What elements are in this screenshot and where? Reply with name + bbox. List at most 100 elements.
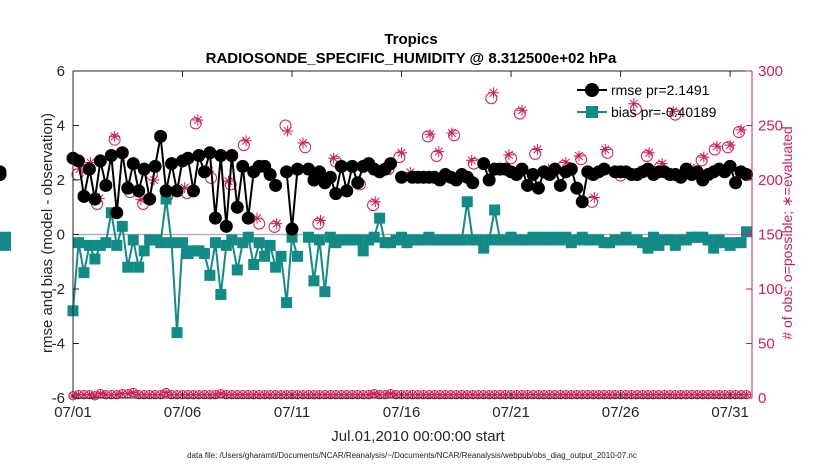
y-tick-label-left: -4 [52,336,65,353]
obs-evaluated-marker [282,390,291,399]
obs-evaluated-marker [649,390,658,399]
obs-possible-marker [575,153,588,166]
y-tick-label-left: 2 [57,172,65,189]
obs-evaluated-marker [424,390,434,399]
rmse-point [285,222,299,236]
bias-point [155,237,167,249]
chart-title: Tropics [384,31,437,48]
obs-evaluated-marker [671,390,680,399]
bias-point [264,239,276,251]
obs-evaluated-marker [711,140,723,152]
obs-evaluated-marker [369,389,379,398]
obs-possible-marker [640,150,653,163]
rmse-point [597,162,611,176]
obs-evaluated-marker [466,154,478,166]
obs-evaluated-marker [342,390,351,399]
obs-evaluated-marker [583,390,592,399]
obs-evaluated-marker [413,390,423,399]
bias-point [242,231,254,243]
obs-evaluated-marker [523,390,532,399]
obs-evaluated-marker [249,390,258,399]
rmse-point [323,170,337,184]
obs-evaluated-marker [736,390,746,399]
rmse-point [291,162,305,176]
y-axis-label-left: rmse and bias (model - observation) [39,113,56,353]
rmse-point [729,176,743,190]
bias-point [702,234,714,246]
rmse-point [236,159,250,173]
obs-possible-marker [421,130,434,143]
rmse-point [165,157,179,171]
x-axis-label: Jul.01,2010 00:00:00 start [331,428,505,445]
obs-evaluated-marker [74,390,83,399]
obs-evaluated-marker [396,147,408,159]
bias-point [138,245,150,257]
obs-evaluated-marker [375,390,384,399]
obs-evaluated-marker [90,391,100,401]
legend: rmse pr=2.1491 bias pr=-0.40189 [577,82,717,120]
rmse-point [384,157,398,171]
rmse-point [334,159,348,173]
obs-evaluated-marker [315,390,324,399]
bias-point [357,245,369,257]
obs-evaluated-marker [424,128,436,140]
obs-evaluated-marker [693,390,702,399]
rmse-point [329,187,343,201]
obs-evaluated-marker [240,135,252,147]
obs-evaluated-marker [192,114,204,126]
bias-point [122,261,134,273]
bias-series-line [72,198,748,333]
obs-possible-marker [732,126,745,139]
rmse-point [208,211,222,225]
bias-point [116,220,128,232]
obs-evaluated-marker [638,390,647,399]
obs-evaluated-marker [446,127,458,139]
bias-point [281,297,293,309]
rmse-point [564,162,578,176]
rmse-point [192,148,206,162]
obs-evaluated-marker [463,390,472,399]
obs-evaluated-marker [545,390,554,399]
obs-possible-marker [189,117,202,130]
rmse-point [115,146,129,160]
rmse-point [104,148,118,162]
obs-evaluated-marker [271,218,283,230]
obs-evaluated-marker [216,389,226,398]
y-tick-label-right: 300 [758,63,783,80]
y-tick-label-right: 100 [758,281,783,298]
bias-point [319,286,331,298]
obs-evaluated-marker [698,390,707,399]
obs-evaluated-marker [468,390,477,399]
obs-evaluated-marker [233,390,242,399]
y-axis-label-right: # of obs: o=possible; ∗=evaluated [779,126,795,339]
obs-evaluated-marker [660,390,669,399]
obs-possible-marker [721,141,734,154]
obs-evaluated-marker [227,390,236,399]
obs-possible-marker [367,199,380,212]
bias-point [270,261,282,273]
bias-point [483,234,495,246]
obs-evaluated-marker [271,390,280,399]
obs-evaluated-marker [337,390,346,399]
rmse-point [531,181,545,195]
bias-point [171,327,183,339]
bias-point [226,234,238,246]
bias-point [160,193,172,205]
obs-evaluated-marker [364,390,373,399]
obs-evaluated-marker [550,390,560,399]
bias-point [204,269,216,281]
rmse-point [121,181,135,195]
obs-evaluated-marker [369,196,381,208]
obs-possible-marker [505,152,518,165]
obs-evaluated-marker [517,390,527,399]
obs-evaluated-marker [589,390,598,399]
obs-evaluated-marker [112,390,122,399]
x-tick-label: 07/06 [164,404,202,421]
obs-evaluated-marker [561,390,571,399]
obs-evaluated-marker [441,390,450,399]
obs-possible-marker [708,143,721,156]
obs-evaluated-marker [667,105,679,117]
obs-evaluated-marker [353,390,362,399]
obs-evaluated-marker [731,390,740,399]
bias-point [286,231,298,243]
